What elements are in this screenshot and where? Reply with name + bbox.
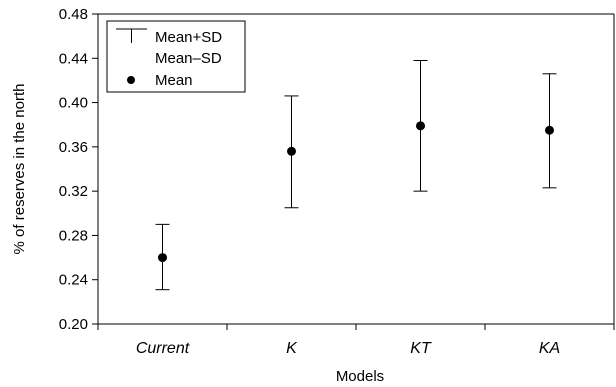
y-axis-ticks: 0.20 0.24 0.28 0.32 0.36 0.40 0.44 0.48 bbox=[59, 6, 98, 333]
y-tick-label: 0.28 bbox=[59, 227, 88, 244]
y-tick-label: 0.44 bbox=[59, 50, 88, 67]
legend-label-mean: Mean bbox=[155, 72, 193, 89]
x-tick-label: K bbox=[286, 340, 298, 357]
legend-mean-dot-icon bbox=[127, 76, 135, 84]
mean-point bbox=[158, 253, 167, 263]
x-axis-title: Models bbox=[336, 368, 384, 385]
y-tick-label: 0.48 bbox=[59, 6, 88, 23]
y-tick-label: 0.20 bbox=[59, 316, 88, 333]
y-tick-label: 0.24 bbox=[59, 272, 88, 289]
y-axis-title: % of reserves in the north bbox=[11, 84, 28, 255]
x-axis-ticks: Current K KT KA bbox=[97, 324, 615, 357]
legend-label-mean-plus-sd: Mean+SD bbox=[155, 29, 222, 46]
x-tick-label: KA bbox=[539, 340, 560, 357]
mean-point bbox=[416, 121, 425, 131]
y-tick-label: 0.36 bbox=[59, 139, 88, 156]
x-tick-label: KT bbox=[410, 340, 432, 357]
data-marks bbox=[155, 60, 557, 291]
x-tick-label: Current bbox=[136, 340, 190, 357]
plot-area bbox=[97, 13, 615, 325]
mean-point bbox=[287, 146, 296, 156]
legend: Mean+SD Mean–SD Mean bbox=[106, 20, 246, 93]
y-tick-label: 0.32 bbox=[59, 183, 88, 200]
legend-label-mean-minus-sd: Mean–SD bbox=[155, 50, 222, 67]
mean-point bbox=[545, 125, 554, 135]
legend-errorbar-icon bbox=[116, 28, 147, 43]
y-tick-label: 0.40 bbox=[59, 95, 88, 112]
